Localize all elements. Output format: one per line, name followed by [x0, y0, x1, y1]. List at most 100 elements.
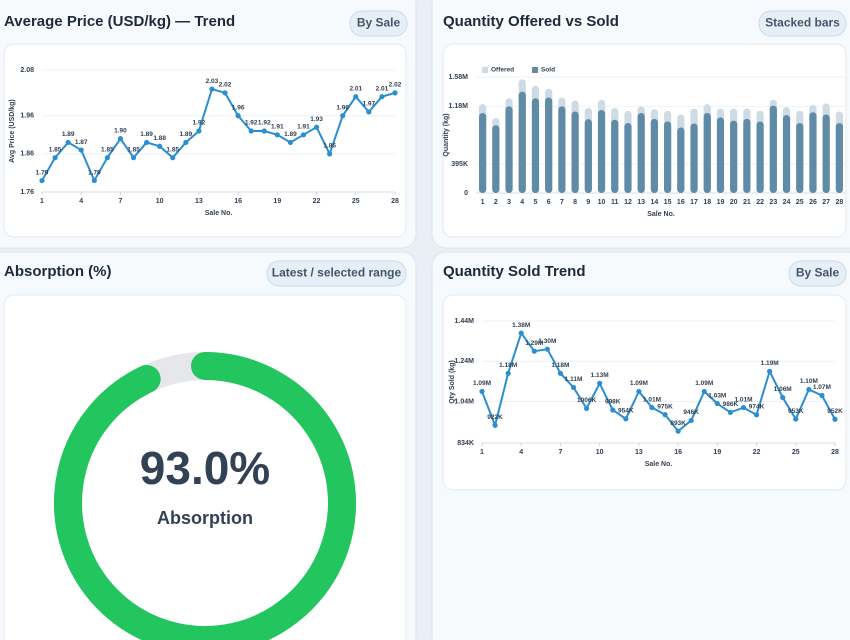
y-tick-label: 2.08	[20, 67, 34, 74]
x-tick-label: 9	[586, 199, 590, 206]
badge[interactable]: By Sale	[357, 16, 401, 30]
legend-label: Sold	[541, 67, 555, 74]
point	[392, 90, 398, 96]
bar	[558, 106, 566, 193]
line	[41, 87, 396, 183]
panel-title: Absorption (%)	[4, 263, 111, 280]
x-tick-label: 26	[809, 199, 817, 206]
x-tick-label: 7	[118, 198, 122, 205]
data-label: 1.09M	[630, 380, 648, 387]
x-tick-label: 15	[664, 199, 672, 206]
x-tick-label: 18	[703, 199, 711, 206]
y-tick-label: 1.96	[20, 113, 34, 120]
data-label: 1.85	[166, 146, 179, 153]
data-label: 1.96	[232, 104, 245, 111]
data-label: 2.02	[219, 82, 232, 89]
data-label: 1.07M	[813, 384, 831, 391]
point	[143, 139, 150, 146]
point	[130, 155, 137, 161]
bar	[730, 120, 738, 193]
data-label: 1.30M	[538, 338, 556, 345]
point	[636, 388, 642, 395]
badge-pill[interactable]	[758, 10, 847, 37]
data-label: 1.89	[284, 131, 297, 138]
bar	[637, 112, 645, 193]
bar	[796, 123, 804, 193]
point	[65, 139, 71, 146]
x-tick-label: 1	[480, 449, 484, 456]
line	[481, 330, 836, 433]
data-label: 1.79	[88, 169, 101, 176]
data-label: 1.96	[336, 104, 349, 111]
point	[183, 139, 189, 146]
x-tick-label: 13	[637, 199, 645, 206]
badge-pill[interactable]	[788, 260, 847, 287]
data-label: 1.11M	[565, 376, 583, 383]
point	[819, 392, 825, 399]
legend-swatch	[482, 67, 488, 73]
x-tick-label: 20	[730, 199, 738, 206]
data-label: 1.18M	[551, 362, 569, 369]
x-tick-label: 16	[234, 198, 242, 205]
point	[662, 412, 668, 418]
data-label: 1.91	[297, 124, 310, 131]
point	[91, 177, 97, 184]
data-label: 893K	[670, 420, 686, 427]
x-tick-label: 28	[391, 198, 399, 205]
badge-pill[interactable]	[266, 260, 407, 287]
data-label: 1.38M	[512, 322, 530, 329]
x-tick-label: 25	[352, 198, 360, 205]
point	[492, 422, 498, 428]
data-label: 1.97	[363, 101, 376, 108]
point	[675, 428, 681, 434]
point	[209, 86, 215, 92]
data-label: 1.87	[75, 139, 88, 146]
x-tick-label: 25	[796, 199, 804, 206]
data-label: 1.88	[153, 135, 166, 142]
y-tick-label: 0	[464, 190, 468, 197]
point	[479, 388, 485, 395]
x-tick-label: 22	[753, 449, 761, 456]
bar	[690, 123, 698, 193]
bar	[782, 115, 791, 193]
point	[274, 132, 280, 138]
chart-box	[442, 294, 847, 491]
point	[313, 124, 320, 130]
point	[78, 147, 84, 153]
point	[261, 128, 267, 134]
bar	[809, 112, 817, 193]
x-tick-label: 19	[273, 198, 281, 205]
bar	[584, 119, 592, 193]
point	[353, 94, 359, 100]
bar	[769, 105, 777, 193]
point	[701, 388, 707, 395]
badge[interactable]: Latest / selected range	[272, 266, 402, 280]
point	[117, 136, 124, 142]
gauge-label: Absorption	[157, 508, 253, 528]
x-tick-label: 22	[756, 199, 764, 206]
data-label: 1.01M	[643, 396, 661, 403]
bar	[492, 125, 500, 193]
x-tick-label: 5	[534, 199, 538, 206]
x-tick-label: 28	[831, 449, 839, 456]
point	[222, 90, 228, 96]
badge[interactable]: Stacked bars	[765, 16, 840, 30]
data-label: 1.79	[36, 169, 49, 176]
data-label: 1.85	[101, 146, 114, 153]
data-label: 2.02	[389, 82, 402, 89]
x-tick-label: 28	[835, 199, 843, 206]
badge-pill[interactable]	[349, 10, 408, 37]
point	[583, 405, 590, 411]
data-label: 1.06M	[774, 386, 792, 393]
x-tick-label: 12	[624, 199, 632, 206]
badge[interactable]: By Sale	[796, 266, 840, 280]
point	[780, 394, 786, 401]
y-axis-label: Quantity (kg)	[443, 113, 450, 156]
data-label: 1.90	[114, 127, 127, 134]
bar	[756, 121, 764, 193]
point	[327, 151, 333, 157]
bar	[597, 110, 606, 193]
x-tick-label: 21	[743, 199, 751, 206]
